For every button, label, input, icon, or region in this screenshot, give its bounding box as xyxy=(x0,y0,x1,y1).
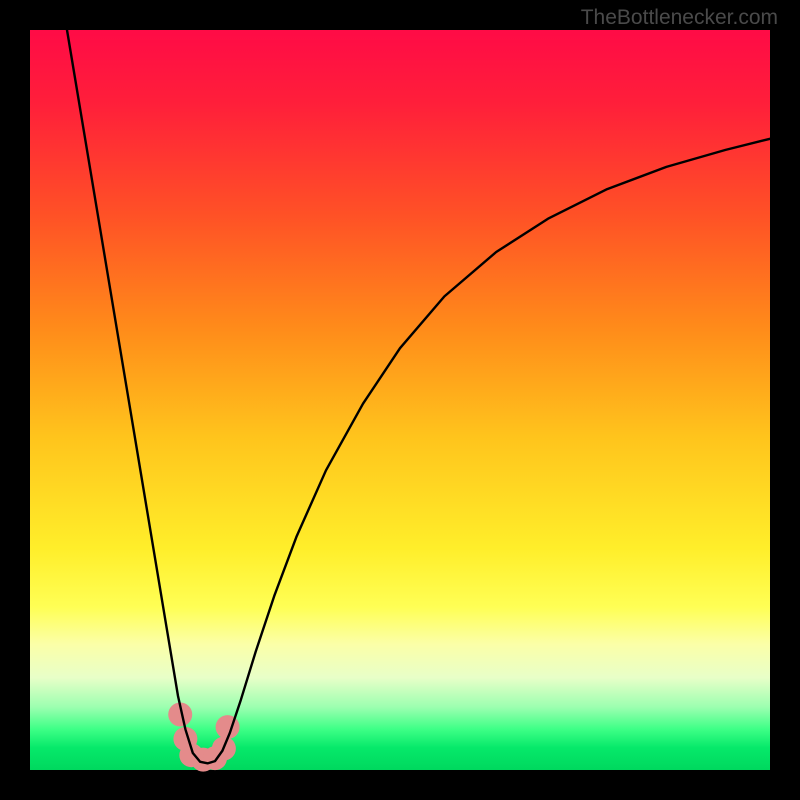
outer-frame: TheBottlenecker.com xyxy=(0,0,800,800)
plot-area xyxy=(30,30,770,770)
bottleneck-curve xyxy=(67,30,770,763)
bottleneck-curve-chart xyxy=(30,30,770,770)
watermark-text: TheBottlenecker.com xyxy=(581,6,778,30)
